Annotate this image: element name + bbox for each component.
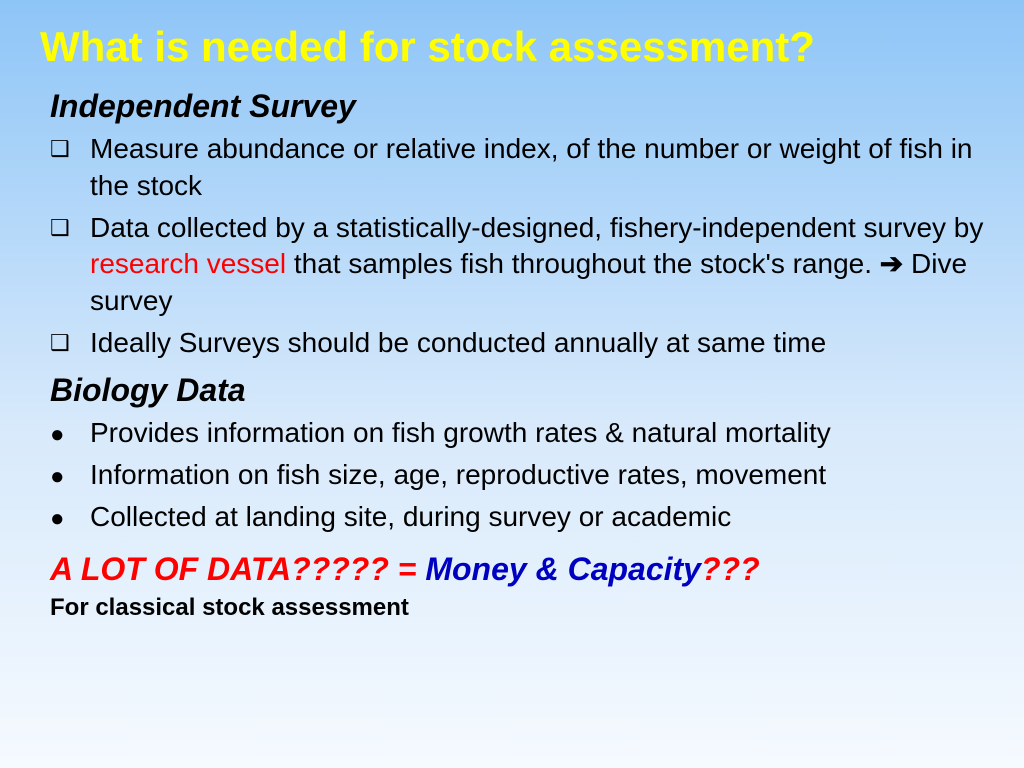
square-bullet-icon: ❑: [50, 131, 90, 164]
list-item: ❑ Data collected by a statistically-desi…: [50, 210, 984, 319]
emphasis-line: A LOT OF DATA????? = Money & Capacity???: [50, 550, 984, 588]
section1-heading: Independent Survey: [50, 88, 984, 125]
slide-title: What is needed for stock assessment?: [40, 24, 984, 70]
footer-text: For classical stock assessment: [50, 594, 984, 622]
bullet-text: Information on fish size, age, reproduct…: [90, 457, 984, 493]
bullet-text: Collected at landing site, during survey…: [90, 499, 984, 535]
arrow-icon: ➔: [880, 248, 903, 279]
bullet-text: Data collected by a statistically-design…: [90, 210, 984, 319]
emphasis-red-text: ???: [701, 551, 760, 587]
section2-heading: Biology Data: [50, 372, 984, 409]
slide: What is needed for stock assessment? Ind…: [0, 0, 1024, 768]
bullet-text: Measure abundance or relative index, of …: [90, 131, 984, 204]
circle-bullet-icon: ●: [50, 457, 90, 492]
list-item: ● Provides information on fish growth ra…: [50, 415, 984, 451]
list-item: ❑ Ideally Surveys should be conducted an…: [50, 325, 984, 361]
bullet-text: Ideally Surveys should be conducted annu…: [90, 325, 984, 361]
list-item: ● Collected at landing site, during surv…: [50, 499, 984, 535]
square-bullet-icon: ❑: [50, 210, 90, 243]
emphasis-red-text: A LOT OF DATA????? =: [50, 551, 425, 587]
bullet-text: Provides information on fish growth rate…: [90, 415, 984, 451]
highlight-red-text: research vessel: [90, 248, 286, 279]
square-bullet-icon: ❑: [50, 325, 90, 358]
list-item: ● Information on fish size, age, reprodu…: [50, 457, 984, 493]
circle-bullet-icon: ●: [50, 499, 90, 534]
text-segment: that samples fish throughout the stock's…: [286, 248, 880, 279]
emphasis-blue-text: Money & Capacity: [425, 551, 701, 587]
circle-bullet-icon: ●: [50, 415, 90, 450]
text-segment: Data collected by a statistically-design…: [90, 212, 983, 243]
list-item: ❑ Measure abundance or relative index, o…: [50, 131, 984, 204]
